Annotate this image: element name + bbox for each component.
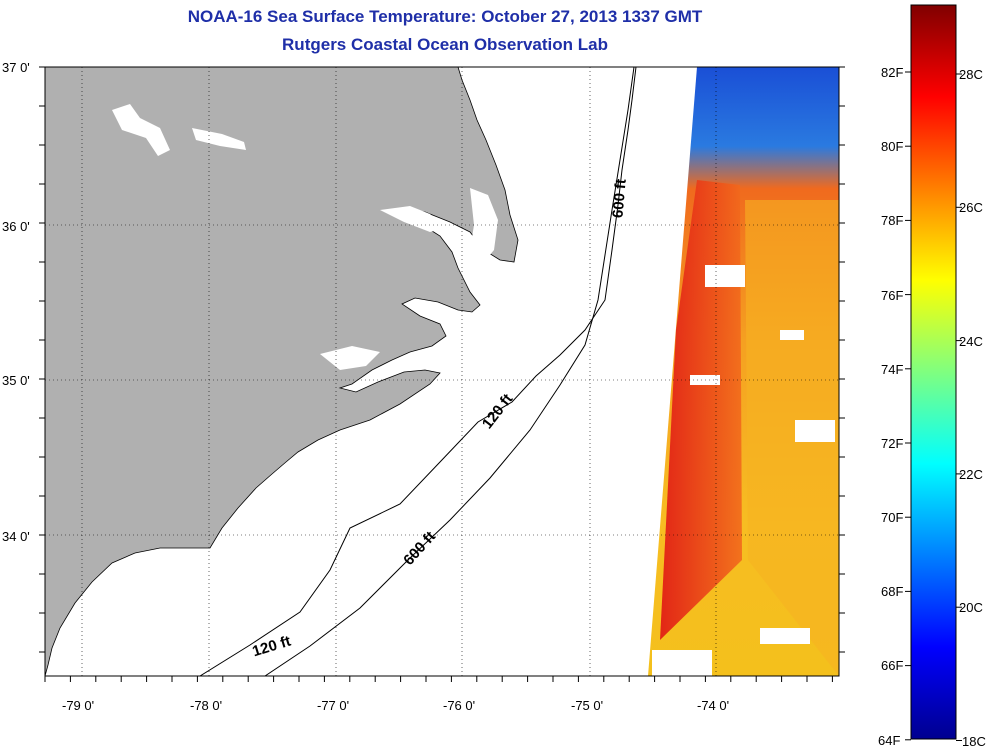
colorbar-c-label: 24C [959,334,983,349]
contour-label-600ft-north: 600 ft [609,178,630,219]
contour-600ft [264,67,635,676]
colorbar-f-label: 78F [881,213,904,228]
colorbar-f-label: 74F [881,362,904,377]
colorbar-ticks [905,71,962,741]
lon-label: -77 0' [317,698,350,713]
lat-label: 34 0' [2,529,30,544]
colorbar-c-label: 26C [959,200,983,215]
lat-label: 36 0' [2,219,30,234]
map-border [44,66,840,677]
lon-label: -74 0' [697,698,730,713]
lon-label: -79 0' [62,698,95,713]
lat-label: 35 0' [2,373,30,388]
colorbar-f-label: 70F [881,510,904,525]
colorbar-c-label: 20C [959,600,983,615]
colorbar-f-label: 76F [881,288,904,303]
warm-band [660,180,742,640]
colorbar-f-label: 68F [881,584,904,599]
lon-label: -78 0' [190,698,223,713]
colorbar-f-label: 82F [881,65,904,80]
map-title: NOAA-16 Sea Surface Temperature: October… [187,7,703,26]
lat-label: 37 0' [2,60,30,75]
colorbar [910,4,957,740]
colorbar-c-label: 22C [959,467,983,482]
colorbar-c-label: 18C [962,734,986,749]
colorbar-f-label: 66F [881,658,904,673]
lon-label: -76 0' [443,698,476,713]
map-subtitle: Rutgers Coastal Ocean Observation Lab [282,35,608,54]
colorbar-c-label: 28C [959,67,983,82]
graticule [45,67,839,676]
colorbar-f-label: 80F [881,139,904,154]
colorbar-f-label: 64F [878,733,901,748]
axis-ticks [39,66,845,682]
colorbar-f-label: 72F [881,436,904,451]
contour-120ft [199,67,637,676]
lon-label: -75 0' [571,698,604,713]
